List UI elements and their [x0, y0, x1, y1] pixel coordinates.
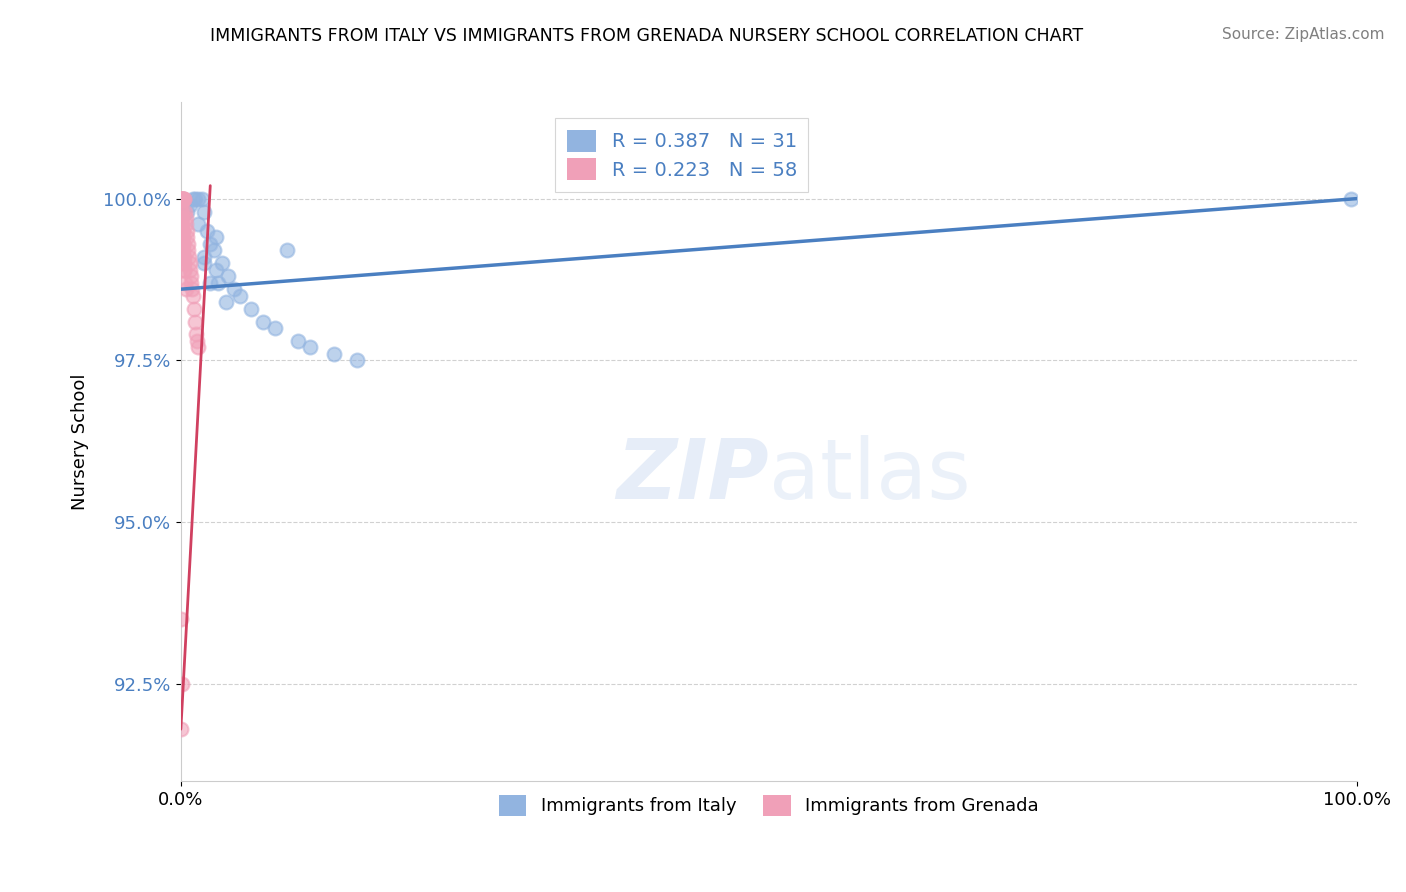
- Point: [170, 612, 193, 626]
- Point: [186, 327, 208, 342]
- Point: [176, 204, 198, 219]
- Point: [170, 192, 193, 206]
- Point: [287, 334, 309, 348]
- Text: IMMIGRANTS FROM ITALY VS IMMIGRANTS FROM GRENADA NURSERY SCHOOL CORRELATION CHAR: IMMIGRANTS FROM ITALY VS IMMIGRANTS FROM…: [211, 27, 1083, 45]
- Point: [170, 224, 193, 238]
- Point: [173, 256, 195, 270]
- Point: [173, 250, 195, 264]
- Point: [176, 224, 198, 238]
- Point: [172, 250, 194, 264]
- Point: [177, 250, 200, 264]
- Point: [222, 282, 245, 296]
- Point: [207, 276, 229, 290]
- Point: [170, 224, 193, 238]
- Point: [172, 256, 194, 270]
- Point: [170, 230, 193, 244]
- Point: [177, 244, 200, 258]
- Point: [252, 314, 274, 328]
- Text: atlas: atlas: [769, 434, 970, 516]
- Point: [214, 295, 236, 310]
- Point: [170, 192, 193, 206]
- Point: [172, 192, 194, 206]
- Point: [170, 677, 193, 691]
- Point: [181, 288, 204, 302]
- Point: [172, 236, 194, 251]
- Point: [170, 218, 193, 232]
- Text: ZIP: ZIP: [616, 434, 769, 516]
- Point: [322, 347, 344, 361]
- Point: [172, 192, 194, 206]
- Point: [172, 230, 194, 244]
- Point: [172, 192, 194, 206]
- Legend: Immigrants from Italy, Immigrants from Grenada: Immigrants from Italy, Immigrants from G…: [492, 788, 1046, 823]
- Point: [186, 334, 208, 348]
- Point: [174, 282, 197, 296]
- Point: [170, 204, 193, 219]
- Point: [180, 276, 202, 290]
- Point: [170, 244, 193, 258]
- Point: [264, 321, 287, 335]
- Point: [1340, 192, 1362, 206]
- Point: [172, 192, 194, 206]
- Y-axis label: Nursery School: Nursery School: [72, 373, 89, 509]
- Point: [276, 244, 298, 258]
- Point: [172, 224, 194, 238]
- Point: [173, 262, 195, 277]
- Point: [211, 256, 233, 270]
- Point: [172, 244, 194, 258]
- Point: [174, 218, 197, 232]
- Point: [174, 204, 197, 219]
- Point: [170, 204, 193, 219]
- Point: [176, 230, 198, 244]
- Point: [200, 236, 222, 251]
- Point: [299, 340, 322, 354]
- Point: [179, 262, 201, 277]
- Point: [172, 250, 194, 264]
- Point: [217, 269, 239, 284]
- Point: [205, 230, 228, 244]
- Point: [174, 276, 197, 290]
- Point: [173, 192, 195, 206]
- Point: [183, 301, 205, 316]
- Point: [193, 250, 215, 264]
- Point: [170, 211, 193, 225]
- Point: [172, 236, 194, 251]
- Point: [179, 198, 201, 212]
- Point: [205, 262, 228, 277]
- Point: [181, 282, 204, 296]
- Point: [173, 262, 195, 277]
- Point: [170, 723, 193, 737]
- Point: [228, 288, 250, 302]
- Point: [180, 269, 202, 284]
- Point: [193, 256, 215, 270]
- Point: [181, 192, 204, 206]
- Point: [170, 192, 193, 206]
- Point: [200, 276, 222, 290]
- Point: [174, 211, 197, 225]
- Point: [172, 230, 194, 244]
- Point: [195, 224, 218, 238]
- Point: [179, 256, 201, 270]
- Point: [170, 236, 193, 251]
- Point: [240, 301, 263, 316]
- Point: [346, 353, 368, 368]
- Point: [187, 340, 209, 354]
- Point: [193, 204, 215, 219]
- Point: [177, 236, 200, 251]
- Point: [184, 314, 207, 328]
- Point: [184, 192, 207, 206]
- Point: [173, 192, 195, 206]
- Text: Source: ZipAtlas.com: Source: ZipAtlas.com: [1222, 27, 1385, 42]
- Point: [202, 244, 225, 258]
- Point: [191, 192, 214, 206]
- Point: [170, 211, 193, 225]
- Point: [170, 198, 193, 212]
- Point: [170, 218, 193, 232]
- Point: [187, 218, 209, 232]
- Point: [187, 192, 209, 206]
